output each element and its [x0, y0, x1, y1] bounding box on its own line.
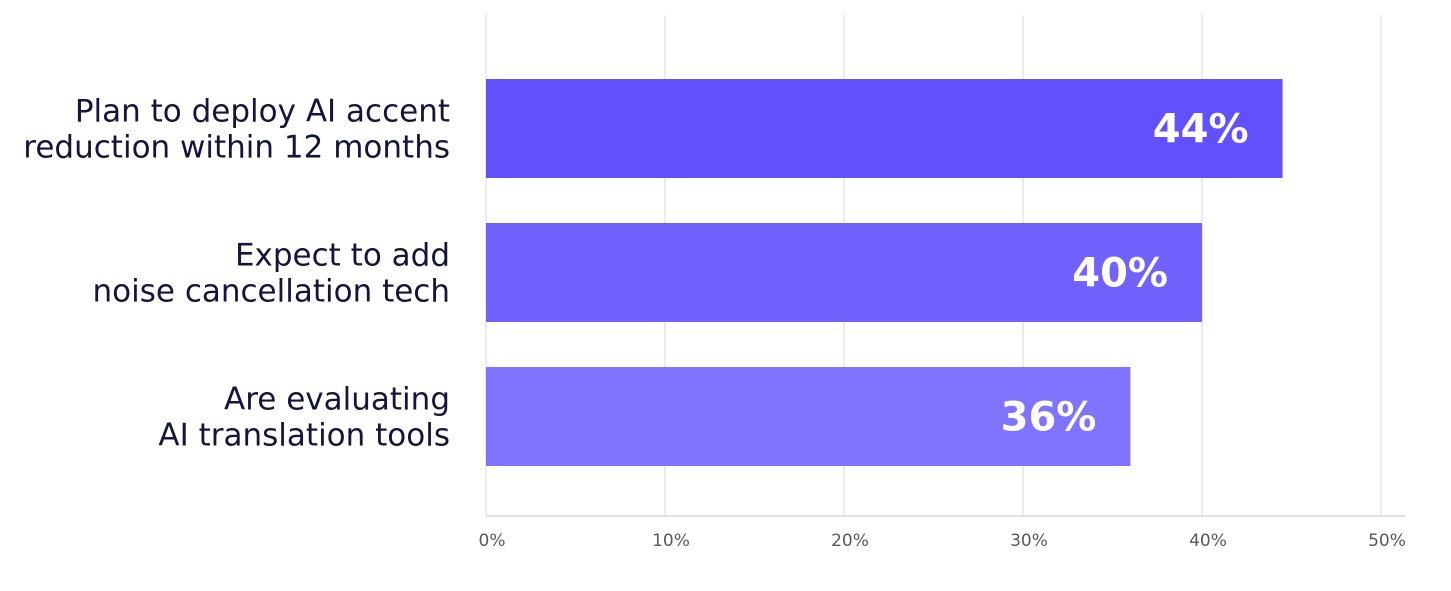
category-label-1: Expect to add noise cancellation tech — [93, 238, 450, 310]
category-label-0-line-1: reduction within 12 months — [23, 130, 450, 166]
bar-value-label-1: 40% — [1072, 251, 1168, 297]
category-label-1-line-0: Expect to add — [235, 238, 450, 274]
bar-2 — [486, 367, 1131, 466]
x-tick-label-0: 0% — [479, 531, 506, 551]
category-label-2: Are evaluating AI translation tools — [158, 382, 450, 454]
category-label-1-line-1: noise cancellation tech — [93, 274, 450, 310]
bar-value-label-2: 36% — [1001, 395, 1097, 441]
category-labels: Plan to deploy AI accent reduction within… — [23, 94, 450, 454]
bar-0 — [486, 79, 1283, 178]
x-tick-label-2: 20% — [831, 531, 869, 551]
bar-value-label-0: 44% — [1153, 107, 1249, 153]
x-axis-tick-labels: 0% 10% 20% 30% 40% 50% — [479, 531, 1406, 551]
x-tick-label-4: 40% — [1189, 531, 1227, 551]
x-tick-label-5: 50% — [1368, 531, 1406, 551]
category-label-0-line-0: Plan to deploy AI accent — [75, 94, 450, 130]
x-tick-label-3: 30% — [1010, 531, 1048, 551]
x-tick-label-1: 10% — [652, 531, 690, 551]
category-label-0: Plan to deploy AI accent reduction within… — [23, 94, 450, 166]
bars: 44% 40% 36% — [486, 79, 1283, 466]
category-label-2-line-0: Are evaluating — [224, 382, 450, 418]
category-label-2-line-1: AI translation tools — [158, 418, 450, 454]
bar-1 — [486, 223, 1202, 322]
